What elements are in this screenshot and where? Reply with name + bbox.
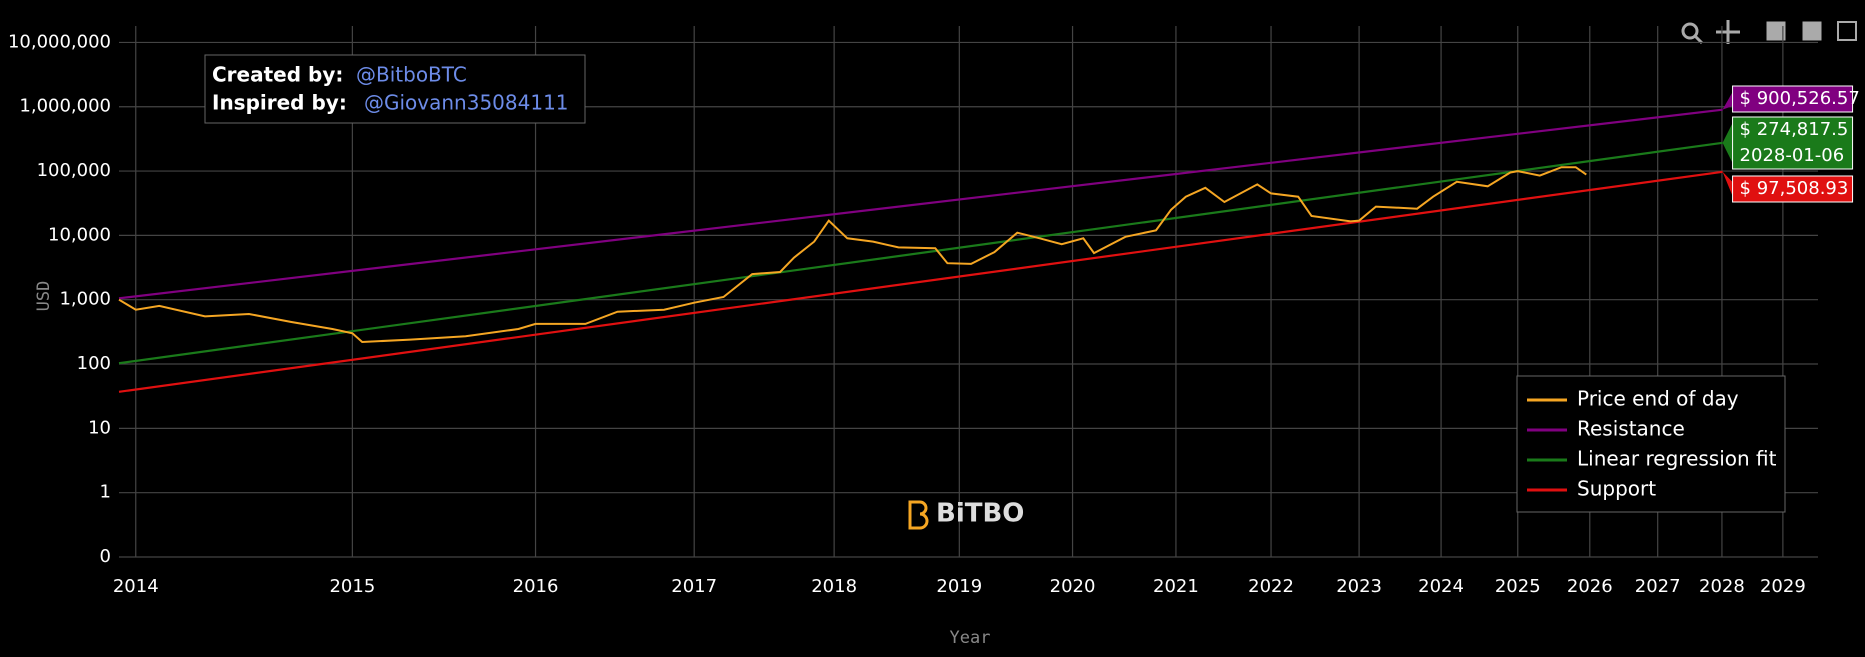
x-tick-label: 2025	[1495, 576, 1541, 597]
legend-label: Support	[1577, 477, 1656, 501]
legend-label: Price end of day	[1577, 387, 1739, 411]
y-tick-label: 1,000	[59, 289, 111, 310]
legend: Price end of day Resistance Linear regress…	[1516, 375, 1786, 513]
x-tick-label: 2026	[1567, 576, 1613, 597]
hover-date: 2028-01-06	[1740, 145, 1845, 166]
pan-icon[interactable]	[1716, 20, 1740, 44]
x-tick-label: 2019	[936, 576, 982, 597]
zoom-out-icon[interactable]	[1802, 21, 1822, 41]
y-tick-label: 100	[77, 353, 111, 374]
watermark: BiTBO	[908, 499, 1024, 530]
x-tick-label: 2018	[811, 576, 857, 597]
x-tick-label: 2014	[113, 576, 159, 597]
marks	[118, 108, 1723, 393]
credit-label: Created by:	[212, 63, 343, 87]
x-axis-title: Year	[950, 628, 991, 648]
y-tick-label: 10,000	[48, 224, 111, 245]
hover-box	[1732, 175, 1854, 203]
x-tick-label: 2021	[1153, 576, 1199, 597]
y-tick-label: 10	[88, 417, 111, 438]
x-tick-label: 2029	[1760, 576, 1806, 597]
hover-pointer	[1722, 92, 1733, 110]
series-line	[118, 108, 1723, 300]
credit-label: Inspired by:	[212, 91, 347, 115]
reset-icon[interactable]	[1837, 21, 1857, 41]
toolbar	[1681, 20, 1857, 45]
series-line	[118, 141, 1723, 365]
hover-pointer	[1722, 123, 1733, 163]
x-tick-label: 2015	[329, 576, 375, 597]
y-axis-title: USD	[34, 281, 54, 312]
legend-label: Resistance	[1577, 417, 1685, 441]
zoom-icon[interactable]	[1681, 22, 1699, 40]
hover-box	[1732, 116, 1854, 170]
watermark-text: BiTBO	[936, 499, 1024, 529]
credit-link[interactable]: @Giovann35084111	[364, 91, 569, 115]
x-tick-label: 2023	[1336, 576, 1382, 597]
y-tick-label: 100,000	[37, 160, 111, 181]
y-tick-label: 10,000,000	[8, 31, 111, 52]
x-tick-label: 2024	[1418, 576, 1464, 597]
hover-box	[1732, 85, 1854, 113]
x-tick-label: 2022	[1248, 576, 1294, 597]
x-tick-label: 2020	[1050, 576, 1096, 597]
series-line	[118, 166, 1587, 344]
series-line	[118, 170, 1723, 393]
hover-labels: $ 900,526.57 $ 274,817.5 2028-01-06 $ 97,50…	[1722, 85, 1860, 203]
x-tick-label: 2027	[1635, 576, 1681, 597]
x-tick-label: 2016	[513, 576, 559, 597]
grid: 0 1 10 100 1,000 10,000 100,000 1,000,000 10,000…	[8, 26, 1818, 597]
credit-link[interactable]: @BitboBTC	[356, 63, 467, 87]
x-tick-label: 2028	[1699, 576, 1745, 597]
zoom-in-icon[interactable]	[1766, 21, 1786, 41]
y-tick-label: 1,000,000	[19, 96, 111, 117]
y-tick-label: 1	[100, 482, 111, 503]
y-tick-label: 0	[100, 546, 111, 567]
legend-label: Linear regression fit	[1577, 447, 1777, 471]
hover-label: $ 900,526.57	[1740, 88, 1860, 109]
x-tick-label: 2017	[671, 576, 717, 597]
hover-pointer	[1722, 171, 1733, 196]
credit-box	[204, 54, 586, 124]
hover-label: $ 97,508.93	[1740, 178, 1849, 199]
hover-label: $ 274,817.5	[1740, 119, 1849, 140]
